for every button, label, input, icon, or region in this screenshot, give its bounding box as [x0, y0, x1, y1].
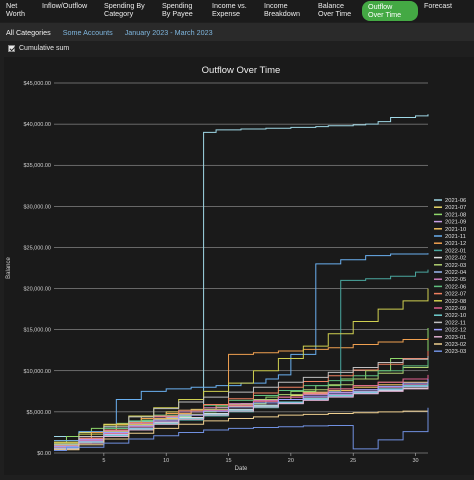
categories-filter[interactable]: All Categories	[6, 27, 51, 37]
x-tick-label: 15	[225, 458, 231, 464]
tab-balance-over-time[interactable]: Balance Over Time	[318, 1, 352, 18]
y-tick-label: $5,000.00	[27, 410, 51, 416]
chart-panel: Outflow Over Time $0.00 $5,000.00 $10,000.0…	[4, 57, 474, 475]
series-line-2022-08	[54, 288, 429, 443]
legend-entry: 2022-08	[445, 299, 466, 305]
tab-net-worth[interactable]: Net Worth	[6, 1, 26, 18]
legend-entry: 2022-07	[445, 292, 466, 298]
x-tick-label: 25	[350, 458, 356, 464]
tab-income-vs-expense[interactable]: Income vs. Expense	[212, 1, 247, 18]
legend-entry: 2022-11	[445, 320, 466, 326]
series-line-2021-12	[54, 337, 429, 444]
legend-entry: 2021-12	[445, 241, 466, 247]
y-tick-label: $25,000.00	[23, 245, 51, 251]
y-axis-label: Balance	[6, 256, 12, 278]
series-line-2023-03	[54, 407, 429, 452]
legend-entry: 2022-03	[445, 263, 466, 269]
legend-entry: 2022-09	[445, 306, 466, 312]
tab-spending-by-category[interactable]: Spending By Category	[104, 1, 145, 18]
x-tick-label: 10	[163, 458, 169, 464]
legend-entry: 2021-08	[445, 212, 466, 218]
legend-entry: 2022-10	[445, 313, 466, 319]
legend-entry: 2022-02	[445, 256, 466, 262]
filter-bar: All Categories Some Accounts January 202…	[0, 23, 474, 41]
legend-entry: 2022-12	[445, 328, 466, 334]
chart-title: Outflow Over Time	[202, 65, 281, 76]
tab-forecast[interactable]: Forecast	[424, 1, 452, 10]
legend-entry: 2023-03	[445, 349, 466, 355]
cumulative-label: Cumulative sum	[19, 45, 70, 52]
y-tick-label: $45,000.00	[23, 81, 51, 87]
x-tick-label: 20	[288, 458, 294, 464]
legend-entry: 2021-07	[445, 205, 466, 211]
y-tick-label: $15,000.00	[23, 328, 51, 334]
x-axis-label: Date	[235, 466, 248, 472]
outflow-chart: Outflow Over Time $0.00 $5,000.00 $10,000.0…	[6, 65, 467, 472]
cumulative-sum-option[interactable]: Cumulative sum	[8, 45, 69, 52]
legend-entry: 2021-09	[445, 220, 466, 226]
legend-entry: 2021-06	[445, 198, 466, 204]
legend-entry: 2022-05	[445, 277, 466, 283]
y-tick-label: $40,000.00	[23, 122, 51, 128]
legend-entry: 2022-06	[445, 284, 466, 290]
legend-entry: 2023-02	[445, 342, 466, 348]
y-tick-label: $30,000.00	[23, 204, 51, 210]
legend-entry: 2021-11	[445, 234, 466, 240]
series-line-2022-04	[54, 383, 429, 449]
legend-entry: 2022-04	[445, 270, 467, 276]
y-tick-label: $20,000.00	[23, 287, 51, 293]
tab-inflow-outflow[interactable]: Inflow/Outflow	[42, 1, 88, 10]
y-tick-label: $10,000.00	[23, 369, 51, 375]
x-tick-label: 5	[102, 458, 105, 464]
tab-outflow-over-time[interactable]: Outflow Over Time	[362, 1, 418, 21]
series-line-2022-02	[54, 385, 429, 448]
tab-income-breakdown[interactable]: Income Breakdown	[264, 1, 300, 18]
report-nav: Net Worth Inflow/Outflow Spending By Categ…	[0, 0, 474, 22]
legend-entry: 2021-10	[445, 227, 466, 233]
cumulative-checkbox[interactable]	[8, 45, 15, 52]
legend-entry: 2023-01	[445, 335, 466, 341]
y-tick-label: $35,000.00	[23, 163, 51, 169]
date-range-filter[interactable]: January 2023 - March 2023	[124, 27, 213, 37]
accounts-filter[interactable]: Some Accounts	[62, 27, 113, 37]
legend-entry: 2022-01	[445, 248, 466, 254]
y-tick-label: $0.00	[37, 451, 51, 457]
x-tick-label: 30	[412, 458, 418, 464]
series-line-2021-06	[54, 114, 429, 438]
tab-spending-by-payee[interactable]: Spending By Payee	[162, 1, 193, 18]
